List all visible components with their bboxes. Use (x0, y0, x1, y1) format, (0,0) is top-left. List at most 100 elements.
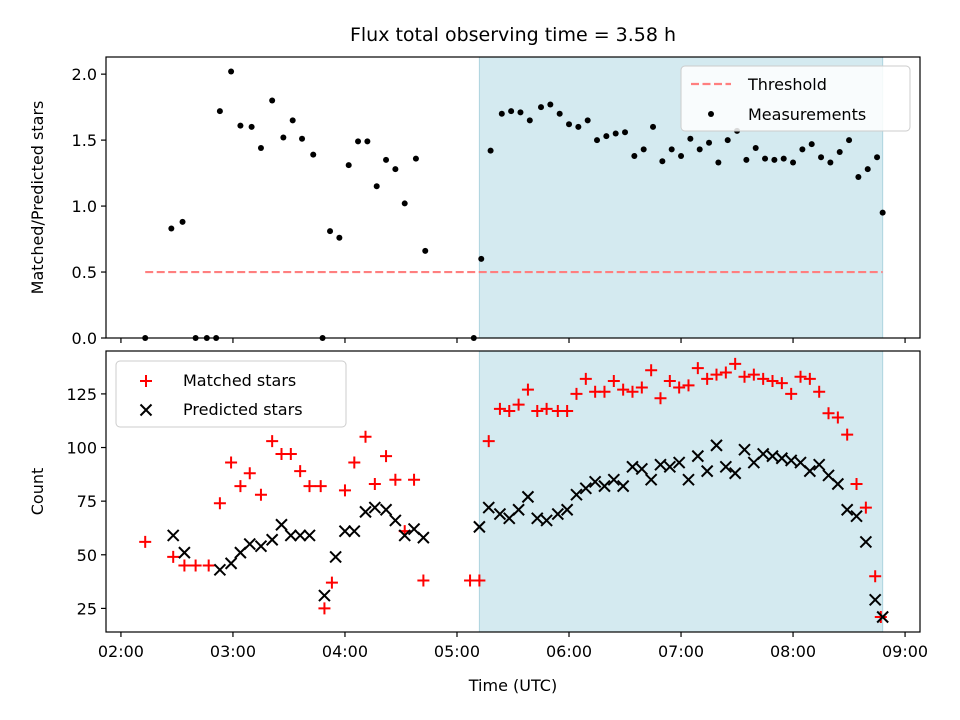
measurement-point (687, 135, 694, 142)
matched-star-marker (389, 473, 402, 486)
count-panel: 25 50 75 100 125 02:00 03:00 04:00 05:00 06:00 07… (28, 350, 928, 695)
predicted-star-marker (607, 473, 621, 486)
measurement-point (392, 166, 399, 173)
predicted-star-marker (876, 610, 889, 624)
predicted-star-marker (482, 501, 495, 514)
x-tick-label: 09:00 (882, 642, 928, 661)
measurement-point (401, 200, 408, 207)
matched-star-marker (225, 456, 238, 469)
measurement-point (622, 129, 629, 136)
predicted-star-marker (254, 539, 268, 553)
matched-star-marker (325, 576, 338, 589)
predicted-star-marker (265, 533, 279, 546)
count-legend: Matched stars Predicted stars (115, 360, 347, 428)
matched-star-marker (234, 480, 247, 493)
measurement-point (780, 155, 787, 162)
matched-star-marker (579, 372, 592, 385)
predicted-star-marker (588, 475, 602, 489)
measurement-point (478, 255, 485, 262)
measurement-point (517, 109, 524, 116)
matched-star-marker (785, 387, 798, 400)
predicted-star-marker (359, 505, 372, 519)
ratio-panel: 0.00.51.01.52.0 Matched/Predicted stars … (28, 56, 921, 348)
x-tick-label: 06:00 (546, 642, 592, 661)
matched-star-marker (561, 405, 574, 418)
matched-star-marker (710, 368, 723, 381)
predicted-star-marker (329, 550, 342, 564)
matched-star-marker (869, 570, 882, 583)
matched-star-marker (813, 385, 826, 398)
measurement-point (364, 138, 371, 145)
predicted-star-marker (303, 529, 316, 542)
matched-star-marker (701, 372, 714, 385)
measurement-point (168, 225, 175, 232)
predicted-star-marker (672, 456, 686, 469)
matched-star-marker (493, 402, 506, 415)
predicted-star-marker (213, 563, 227, 577)
measurement-point (836, 148, 843, 155)
measurement-point (612, 130, 619, 137)
measurement-point (706, 139, 713, 146)
predicted-star-marker (644, 473, 658, 486)
measurement-point (678, 152, 685, 159)
predicted-star-marker (570, 488, 583, 501)
y-tick-label: 1.5 (72, 131, 97, 150)
matched-star-marker (368, 477, 381, 490)
matched-star-marker (607, 375, 620, 388)
predicted-star-marker (178, 546, 191, 559)
measurement-point (526, 117, 533, 124)
matched-star-marker (303, 480, 316, 493)
count-panel-frame (105, 350, 921, 633)
matched-star-marker (757, 372, 770, 385)
matched-star-marker (738, 370, 751, 383)
predicted-star-marker (243, 537, 256, 551)
predicted-stars-markers (167, 439, 889, 624)
measurement-point (373, 183, 380, 190)
measurement-point (269, 97, 276, 104)
matched-star-marker (482, 435, 495, 448)
measurement-point (762, 155, 769, 162)
predicted-star-marker (540, 514, 553, 527)
measurement-point (603, 133, 610, 140)
legend-measurements-label: Measurements (748, 105, 866, 124)
matched-star-marker (512, 398, 525, 411)
predicted-star-marker (868, 593, 882, 607)
matched-star-marker (243, 467, 256, 480)
matched-star-marker (417, 574, 430, 587)
matched-star-marker (626, 385, 639, 398)
measurement-point (498, 110, 505, 117)
y-tick-label: 25 (77, 599, 97, 618)
legend-matched-swatch (140, 375, 152, 387)
measurement-point (336, 234, 343, 241)
measurement-point (631, 152, 638, 159)
matched-star-marker (598, 385, 611, 398)
predicted-star-marker (348, 524, 361, 538)
predicted-star-marker (551, 507, 565, 521)
matched-star-marker (503, 405, 516, 418)
y-tick-label: 2.0 (72, 65, 97, 84)
matched-star-marker (766, 375, 779, 388)
measurement-point (299, 135, 306, 142)
measurement-point (280, 134, 287, 141)
matched-star-marker (850, 477, 863, 490)
measurement-point (487, 147, 494, 154)
measurement-point (743, 156, 750, 163)
y-tick-label: 125 (66, 385, 97, 404)
legend-measurements-swatch (708, 111, 714, 117)
measurement-point (547, 101, 554, 108)
predicted-star-marker (626, 460, 639, 474)
ratio-legend: Threshold Measurements (680, 65, 911, 132)
measurement-point (808, 141, 815, 148)
predicted-star-marker (654, 458, 667, 471)
measurement-point (355, 138, 362, 145)
y-tick-label: 50 (77, 546, 97, 565)
predicted-star-marker (840, 503, 854, 516)
predicted-star-marker (338, 524, 352, 538)
measurement-point (827, 159, 834, 166)
legend-predicted-label: Predicted stars (183, 400, 303, 419)
x-tick-label: 04:00 (322, 642, 368, 661)
measurement-point (874, 154, 881, 161)
measurement-point (818, 154, 825, 161)
matched-star-marker (841, 428, 854, 441)
measurement-point (422, 247, 429, 254)
